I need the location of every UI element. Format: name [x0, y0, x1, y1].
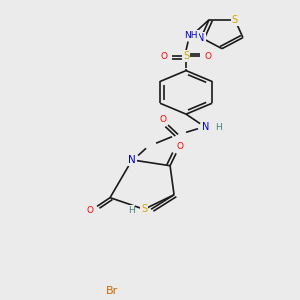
Text: O: O [160, 116, 167, 124]
Text: N: N [197, 33, 205, 43]
Text: S: S [232, 15, 238, 25]
Text: O: O [87, 206, 94, 215]
Text: NH: NH [184, 31, 198, 40]
Text: S: S [183, 51, 189, 61]
Text: N: N [202, 122, 210, 132]
Text: O: O [205, 52, 212, 61]
Text: N: N [128, 155, 136, 165]
Text: H: H [128, 206, 134, 215]
Text: O: O [160, 52, 168, 61]
Text: S: S [141, 204, 147, 214]
Text: H: H [215, 123, 221, 132]
Text: Br: Br [106, 286, 118, 296]
Text: O: O [177, 142, 184, 151]
